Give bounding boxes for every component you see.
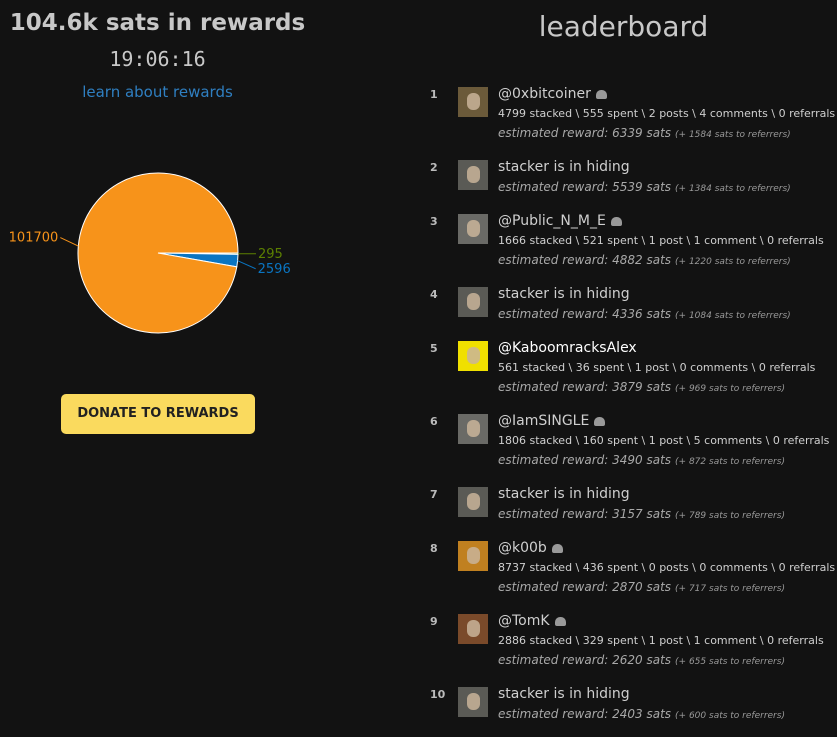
hat-icon bbox=[594, 416, 606, 426]
avatar bbox=[458, 287, 488, 317]
user-stats: 1666 stacked \ 521 spent \ 1 post \ 1 co… bbox=[498, 234, 824, 247]
avatar bbox=[458, 214, 488, 244]
avatar bbox=[458, 541, 488, 571]
timer: 19:06:16 bbox=[109, 47, 206, 71]
rank: 9 bbox=[430, 615, 438, 628]
referrer-note: (+ 655 sats to referrers) bbox=[675, 657, 785, 667]
avatar bbox=[458, 87, 488, 117]
avatar-face bbox=[467, 620, 480, 637]
avatar-face bbox=[467, 93, 480, 110]
estimated-reward: estimated reward: 4882 sats (+ 1220 sats … bbox=[498, 253, 791, 267]
slice-label: 101700 bbox=[9, 231, 59, 246]
estimated-reward: estimated reward: 2870 sats (+ 717 sats t… bbox=[498, 580, 785, 594]
rank: 7 bbox=[430, 488, 438, 501]
referrer-note: (+ 1084 sats to referrers) bbox=[675, 311, 791, 321]
rank: 6 bbox=[430, 415, 438, 428]
avatar bbox=[458, 487, 488, 517]
rewards-link[interactable]: learn about rewards bbox=[82, 83, 233, 101]
avatar bbox=[458, 687, 488, 717]
donate-button[interactable]: DONATE TO REWARDS bbox=[61, 394, 255, 434]
avatar-face bbox=[467, 547, 480, 564]
rank: 4 bbox=[430, 288, 438, 301]
user-name: stacker is in hiding bbox=[498, 286, 630, 302]
reward-text: estimated reward: 4336 sats bbox=[498, 307, 672, 321]
reward-text: estimated reward: 5539 sats bbox=[498, 180, 672, 194]
avatar-face bbox=[467, 347, 480, 364]
avatar bbox=[458, 341, 488, 371]
reward-text: estimated reward: 6339 sats bbox=[498, 126, 672, 140]
avatar bbox=[458, 614, 488, 644]
user-name: stacker is in hiding bbox=[498, 486, 630, 502]
user-stats: 561 stacked \ 36 spent \ 1 post \ 0 comm… bbox=[498, 361, 816, 374]
rank: 2 bbox=[430, 161, 438, 174]
referrer-note: (+ 600 sats to referrers) bbox=[675, 711, 785, 721]
rewards-title: 104.6k sats in rewards bbox=[9, 10, 306, 36]
rank: 3 bbox=[430, 215, 438, 228]
avatar bbox=[458, 160, 488, 190]
slice-label: 2596 bbox=[258, 262, 291, 277]
label-line bbox=[237, 260, 256, 270]
referrer-note: (+ 789 sats to referrers) bbox=[675, 511, 785, 521]
estimated-reward: estimated reward: 2620 sats (+ 655 sats t… bbox=[498, 653, 785, 667]
pie-slice bbox=[77, 172, 239, 334]
rank: 5 bbox=[430, 342, 438, 355]
rank: 10 bbox=[430, 688, 446, 701]
user-stats: 2886 stacked \ 329 spent \ 1 post \ 1 co… bbox=[498, 634, 824, 647]
estimated-reward: estimated reward: 4336 sats (+ 1084 sats … bbox=[498, 307, 791, 321]
avatar-face bbox=[467, 293, 480, 310]
avatar-face bbox=[467, 166, 480, 183]
avatar-face bbox=[467, 220, 480, 237]
user-stats: 4799 stacked \ 555 spent \ 2 posts \ 4 c… bbox=[498, 107, 836, 120]
user-name[interactable]: @IamSINGLE bbox=[498, 413, 606, 429]
user-name[interactable]: @Public_N_M_E bbox=[498, 213, 622, 229]
referrer-note: (+ 717 sats to referrers) bbox=[675, 584, 785, 594]
referrer-note: (+ 872 sats to referrers) bbox=[675, 457, 785, 467]
hat-icon bbox=[554, 616, 566, 626]
reward-text: estimated reward: 3490 sats bbox=[498, 453, 672, 467]
user-name[interactable]: @KaboomracksAlex bbox=[498, 340, 637, 356]
avatar-face bbox=[467, 420, 480, 437]
rank: 8 bbox=[430, 542, 438, 555]
estimated-reward: estimated reward: 3879 sats (+ 969 sats t… bbox=[498, 380, 785, 394]
user-name[interactable]: @0xbitcoiner bbox=[498, 86, 607, 102]
estimated-reward: estimated reward: 6339 sats (+ 1584 sats … bbox=[498, 126, 791, 140]
user-stats: 8737 stacked \ 436 spent \ 0 posts \ 0 c… bbox=[498, 561, 836, 574]
slice-label: 295 bbox=[258, 247, 283, 262]
referrer-note: (+ 1584 sats to referrers) bbox=[675, 130, 791, 140]
referrer-note: (+ 969 sats to referrers) bbox=[675, 384, 785, 394]
user-stats: 1806 stacked \ 160 spent \ 1 post \ 5 co… bbox=[498, 434, 830, 447]
reward-text: estimated reward: 2620 sats bbox=[498, 653, 672, 667]
reward-text: estimated reward: 3879 sats bbox=[498, 380, 672, 394]
reward-text: estimated reward: 2870 sats bbox=[498, 580, 672, 594]
estimated-reward: estimated reward: 5539 sats (+ 1384 sats … bbox=[498, 180, 791, 194]
referrer-note: (+ 1220 sats to referrers) bbox=[675, 257, 791, 267]
reward-text: estimated reward: 3157 sats bbox=[498, 507, 672, 521]
estimated-reward: estimated reward: 3490 sats (+ 872 sats t… bbox=[498, 453, 785, 467]
label-line bbox=[60, 237, 79, 247]
reward-text: estimated reward: 4882 sats bbox=[498, 253, 672, 267]
hat-icon bbox=[595, 89, 607, 99]
estimated-reward: estimated reward: 2403 sats (+ 600 sats t… bbox=[498, 707, 785, 721]
user-name: stacker is in hiding bbox=[498, 159, 630, 175]
reward-text: estimated reward: 2403 sats bbox=[498, 707, 672, 721]
user-name[interactable]: @k00b bbox=[498, 540, 563, 556]
hat-icon bbox=[610, 216, 622, 226]
user-name: stacker is in hiding bbox=[498, 686, 630, 702]
avatar-face bbox=[467, 493, 480, 510]
avatar-face bbox=[467, 693, 480, 710]
estimated-reward: estimated reward: 3157 sats (+ 789 sats t… bbox=[498, 507, 785, 521]
leaderboard-title: leaderboard bbox=[538, 10, 709, 43]
referrer-note: (+ 1384 sats to referrers) bbox=[675, 184, 791, 194]
rank: 1 bbox=[430, 88, 438, 101]
user-name[interactable]: @TomK bbox=[498, 613, 566, 629]
hat-icon bbox=[551, 543, 563, 553]
avatar bbox=[458, 414, 488, 444]
